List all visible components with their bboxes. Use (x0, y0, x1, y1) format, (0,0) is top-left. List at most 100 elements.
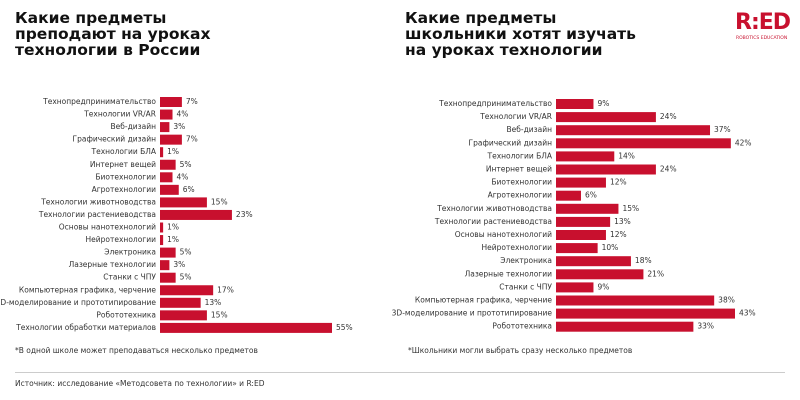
category-label: Станки с ЧПУ (103, 273, 156, 282)
value-label: 6% (585, 191, 597, 200)
value-label: 42% (735, 138, 752, 147)
bar (556, 177, 606, 188)
bar (160, 322, 332, 333)
bar (160, 134, 182, 145)
bar (160, 147, 164, 158)
bar (160, 109, 173, 120)
category-label: Графический дизайн (73, 135, 157, 144)
bar (556, 164, 656, 175)
value-label: 21% (647, 269, 664, 278)
value-label: 1% (167, 235, 179, 244)
value-label: 17% (217, 285, 234, 294)
category-label: Графический дизайн (469, 138, 553, 147)
category-label: 3D-моделирование и прототипирование (0, 298, 156, 307)
category-label: Биотехнологии (491, 178, 552, 187)
category-label: Основы нанотехнологий (455, 230, 552, 239)
value-label: 12% (610, 178, 627, 187)
category-label: Нейротехнологии (86, 235, 157, 244)
bar (160, 272, 176, 283)
bar (556, 138, 731, 149)
category-label: Технопредпринимательство (42, 97, 156, 106)
value-label: 9% (597, 282, 609, 291)
bar (160, 172, 173, 183)
bar (556, 216, 611, 227)
bar (160, 235, 164, 246)
category-label: Веб-дизайн (506, 125, 552, 134)
category-label: Технологии обработки материалов (15, 323, 156, 332)
bar (160, 260, 170, 271)
category-label: Робототехника (492, 322, 552, 331)
bar (556, 151, 615, 162)
category-label: Технологии животноводства (436, 204, 552, 213)
category-label: Станки с ЧПУ (499, 282, 552, 291)
bar (556, 308, 735, 319)
value-label: 18% (635, 256, 652, 265)
separator (15, 372, 785, 373)
category-label: Электроника (104, 248, 156, 257)
bar (160, 310, 207, 321)
category-label: 3D-моделирование и прототипирование (392, 309, 553, 318)
source: Источник: исследование «Методсовета по т… (15, 379, 265, 388)
bar (160, 184, 179, 195)
bar (160, 247, 176, 258)
value-label: 14% (618, 151, 635, 160)
category-label: Робототехника (96, 310, 156, 319)
category-label: Технологии БЛА (91, 147, 157, 156)
value-label: 24% (660, 112, 677, 121)
bar (160, 209, 232, 220)
bar (556, 282, 594, 293)
value-label: 3% (173, 122, 185, 131)
charts: Технопредпринимательство 7% Технологии VR/… (0, 97, 756, 333)
logo-subtitle: ROBOTICS EDUCATION (736, 36, 788, 41)
category-label: Агротехнологии (92, 185, 157, 194)
bar (556, 269, 644, 280)
value-label: 23% (236, 210, 253, 219)
value-label: 4% (177, 110, 189, 119)
footnote: *Школьники могли выбрать сразу несколько… (408, 346, 633, 355)
category-label: Технологии БЛА (487, 151, 553, 160)
value-label: 24% (660, 165, 677, 174)
category-label: Технологии растениеводства (38, 210, 156, 219)
bar (556, 243, 598, 254)
value-label: 15% (622, 204, 639, 213)
value-label: 5% (180, 273, 192, 282)
category-label: Технологии VR/AR (479, 112, 552, 121)
category-label: Технологии растениеводства (434, 217, 552, 226)
bar (556, 321, 694, 332)
footnote: *В одной школе может преподаваться неско… (15, 346, 258, 355)
chart-title: Какие предметы преподают на уроках техно… (15, 9, 211, 59)
category-label: Технологии VR/AR (83, 110, 156, 119)
category-label: Компьютерная графика, черчение (19, 285, 156, 294)
value-label: 9% (597, 99, 609, 108)
chart-title: Какие предметы школьники хотят изучать н… (405, 9, 636, 59)
value-label: 7% (186, 97, 198, 106)
bar (160, 122, 170, 133)
value-label: 6% (183, 185, 195, 194)
value-label: 38% (718, 296, 735, 305)
category-label: Агротехнологии (488, 191, 553, 200)
bar (160, 297, 201, 308)
value-label: 55% (336, 323, 353, 332)
value-label: 5% (180, 160, 192, 169)
bar (556, 203, 619, 214)
value-label: 15% (211, 197, 228, 206)
category-label: Веб-дизайн (110, 122, 156, 131)
value-label: 4% (177, 172, 189, 181)
value-label: 10% (602, 243, 619, 252)
category-label: Лазерные технологии (465, 269, 553, 278)
category-label: Биотехнологии (95, 172, 156, 181)
value-label: 13% (614, 217, 631, 226)
category-label: Лазерные технологии (69, 260, 157, 269)
value-label: 1% (167, 147, 179, 156)
bar (160, 285, 214, 296)
value-label: 3% (173, 260, 185, 269)
value-label: 5% (180, 248, 192, 257)
logo: R:ED (735, 10, 791, 35)
bar (160, 222, 164, 233)
bar (556, 256, 631, 267)
bar (556, 295, 715, 306)
category-label: Нейротехнологии (482, 243, 553, 252)
category-label: Технологии животноводства (40, 197, 156, 206)
value-label: 7% (186, 135, 198, 144)
